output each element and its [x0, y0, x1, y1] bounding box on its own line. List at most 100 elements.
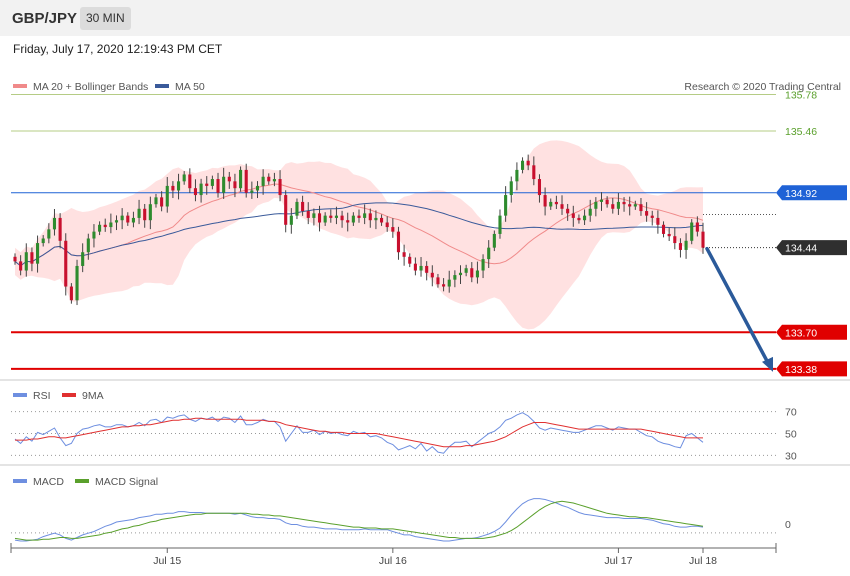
candle-up	[475, 270, 479, 278]
candle-up	[295, 201, 299, 216]
candle-down	[188, 174, 192, 189]
candle-up	[323, 215, 327, 223]
candle-up	[86, 238, 90, 253]
candle-up	[52, 217, 57, 230]
candle-down	[526, 160, 530, 166]
ma50-legend-swatch	[155, 84, 169, 88]
rsi-legend-swatch	[13, 393, 27, 397]
candle-up	[458, 272, 463, 276]
candle-up	[98, 224, 102, 232]
projection-arrow-head	[762, 356, 773, 372]
candle-up	[509, 181, 513, 196]
candle-down	[554, 201, 558, 205]
projection-arrow	[705, 246, 773, 372]
candle-down	[442, 284, 446, 287]
candle-up	[588, 208, 592, 216]
candle-down	[244, 169, 248, 193]
candle-down	[402, 252, 406, 257]
candle-down	[171, 185, 175, 191]
candle-up	[334, 215, 338, 218]
candle-up	[487, 247, 491, 260]
candle-up	[594, 201, 598, 209]
candle-down	[667, 233, 671, 237]
rsi-tick-50: 50	[785, 429, 797, 441]
timeframe-badge[interactable]: 30 MIN	[80, 7, 131, 30]
candle-down	[661, 224, 666, 234]
symbol-title: GBP/JPY	[12, 10, 78, 27]
ma50-legend-label: MA 50	[175, 81, 205, 93]
x-tick-label: Jul 18	[689, 555, 717, 567]
level-tag-134.92	[776, 185, 847, 201]
ma20-line	[14, 183, 704, 267]
rsi-ma-line	[15, 417, 703, 448]
candle-down	[622, 201, 626, 205]
candlesticks	[13, 154, 705, 306]
candle-down	[673, 236, 677, 244]
candle-up	[583, 215, 587, 221]
candle-down	[368, 213, 372, 221]
candle-down	[301, 201, 305, 212]
candle-up	[549, 201, 553, 207]
candle-down	[605, 199, 609, 205]
macd-legend-swatch	[13, 479, 27, 483]
macd-tick-0: 0	[785, 519, 791, 531]
candle-down	[58, 217, 62, 241]
candle-down	[340, 215, 344, 221]
candle-up	[24, 252, 28, 271]
rsi-ma-legend-label: 9MA	[82, 390, 104, 402]
rsi-ma-legend-swatch	[62, 393, 76, 397]
level-tag-133.38	[776, 361, 847, 377]
candle-up	[374, 217, 378, 221]
candle-down	[532, 165, 536, 180]
candle-up	[154, 197, 158, 205]
candle-down	[571, 213, 575, 218]
candle-down	[380, 217, 384, 223]
candle-up	[114, 220, 119, 223]
candle-down	[396, 231, 401, 253]
candle-down	[701, 231, 705, 248]
candle-down	[391, 227, 395, 232]
candle-up	[453, 275, 457, 280]
candle-down	[160, 197, 164, 207]
candle-down	[346, 220, 350, 223]
level-tag-133.70	[776, 324, 847, 340]
candle-down	[357, 215, 361, 218]
candle-down	[30, 252, 34, 264]
candle-up	[41, 238, 45, 244]
candle-down	[577, 217, 581, 221]
candle-up	[633, 204, 637, 207]
projection-arrow-shaft	[705, 246, 770, 365]
candle-up	[255, 185, 260, 191]
rsi-tick-30: 30	[785, 450, 797, 462]
candle-down	[278, 179, 282, 196]
moving-averages	[14, 183, 704, 267]
candle-down	[566, 208, 570, 214]
candle-up	[148, 204, 152, 221]
candle-up	[250, 190, 254, 193]
candle-down	[233, 181, 237, 189]
x-tick-label: Jul 16	[379, 555, 407, 567]
level-label-135.78: 135.78	[785, 89, 817, 101]
candle-down	[560, 204, 564, 209]
candle-up	[165, 185, 169, 207]
candle-down	[317, 213, 322, 223]
candle-down	[470, 268, 474, 278]
candle-down	[193, 188, 198, 196]
level-label-134.44: 134.44	[785, 243, 817, 255]
candle-down	[645, 211, 649, 216]
candle-down	[103, 224, 107, 228]
candle-down	[413, 263, 417, 271]
macd-signal-legend-swatch	[75, 479, 89, 483]
x-tick-label: Jul 17	[604, 555, 632, 567]
candle-up	[498, 215, 502, 234]
candle-down	[126, 215, 130, 223]
candle-up	[137, 208, 141, 218]
ma20-legend-swatch	[13, 84, 27, 88]
candle-down	[329, 215, 333, 218]
rsi-tick-70: 70	[785, 407, 797, 419]
candle-down	[611, 204, 615, 209]
candle-down	[656, 217, 660, 225]
candle-up	[312, 213, 316, 218]
ma50-line	[14, 202, 704, 267]
